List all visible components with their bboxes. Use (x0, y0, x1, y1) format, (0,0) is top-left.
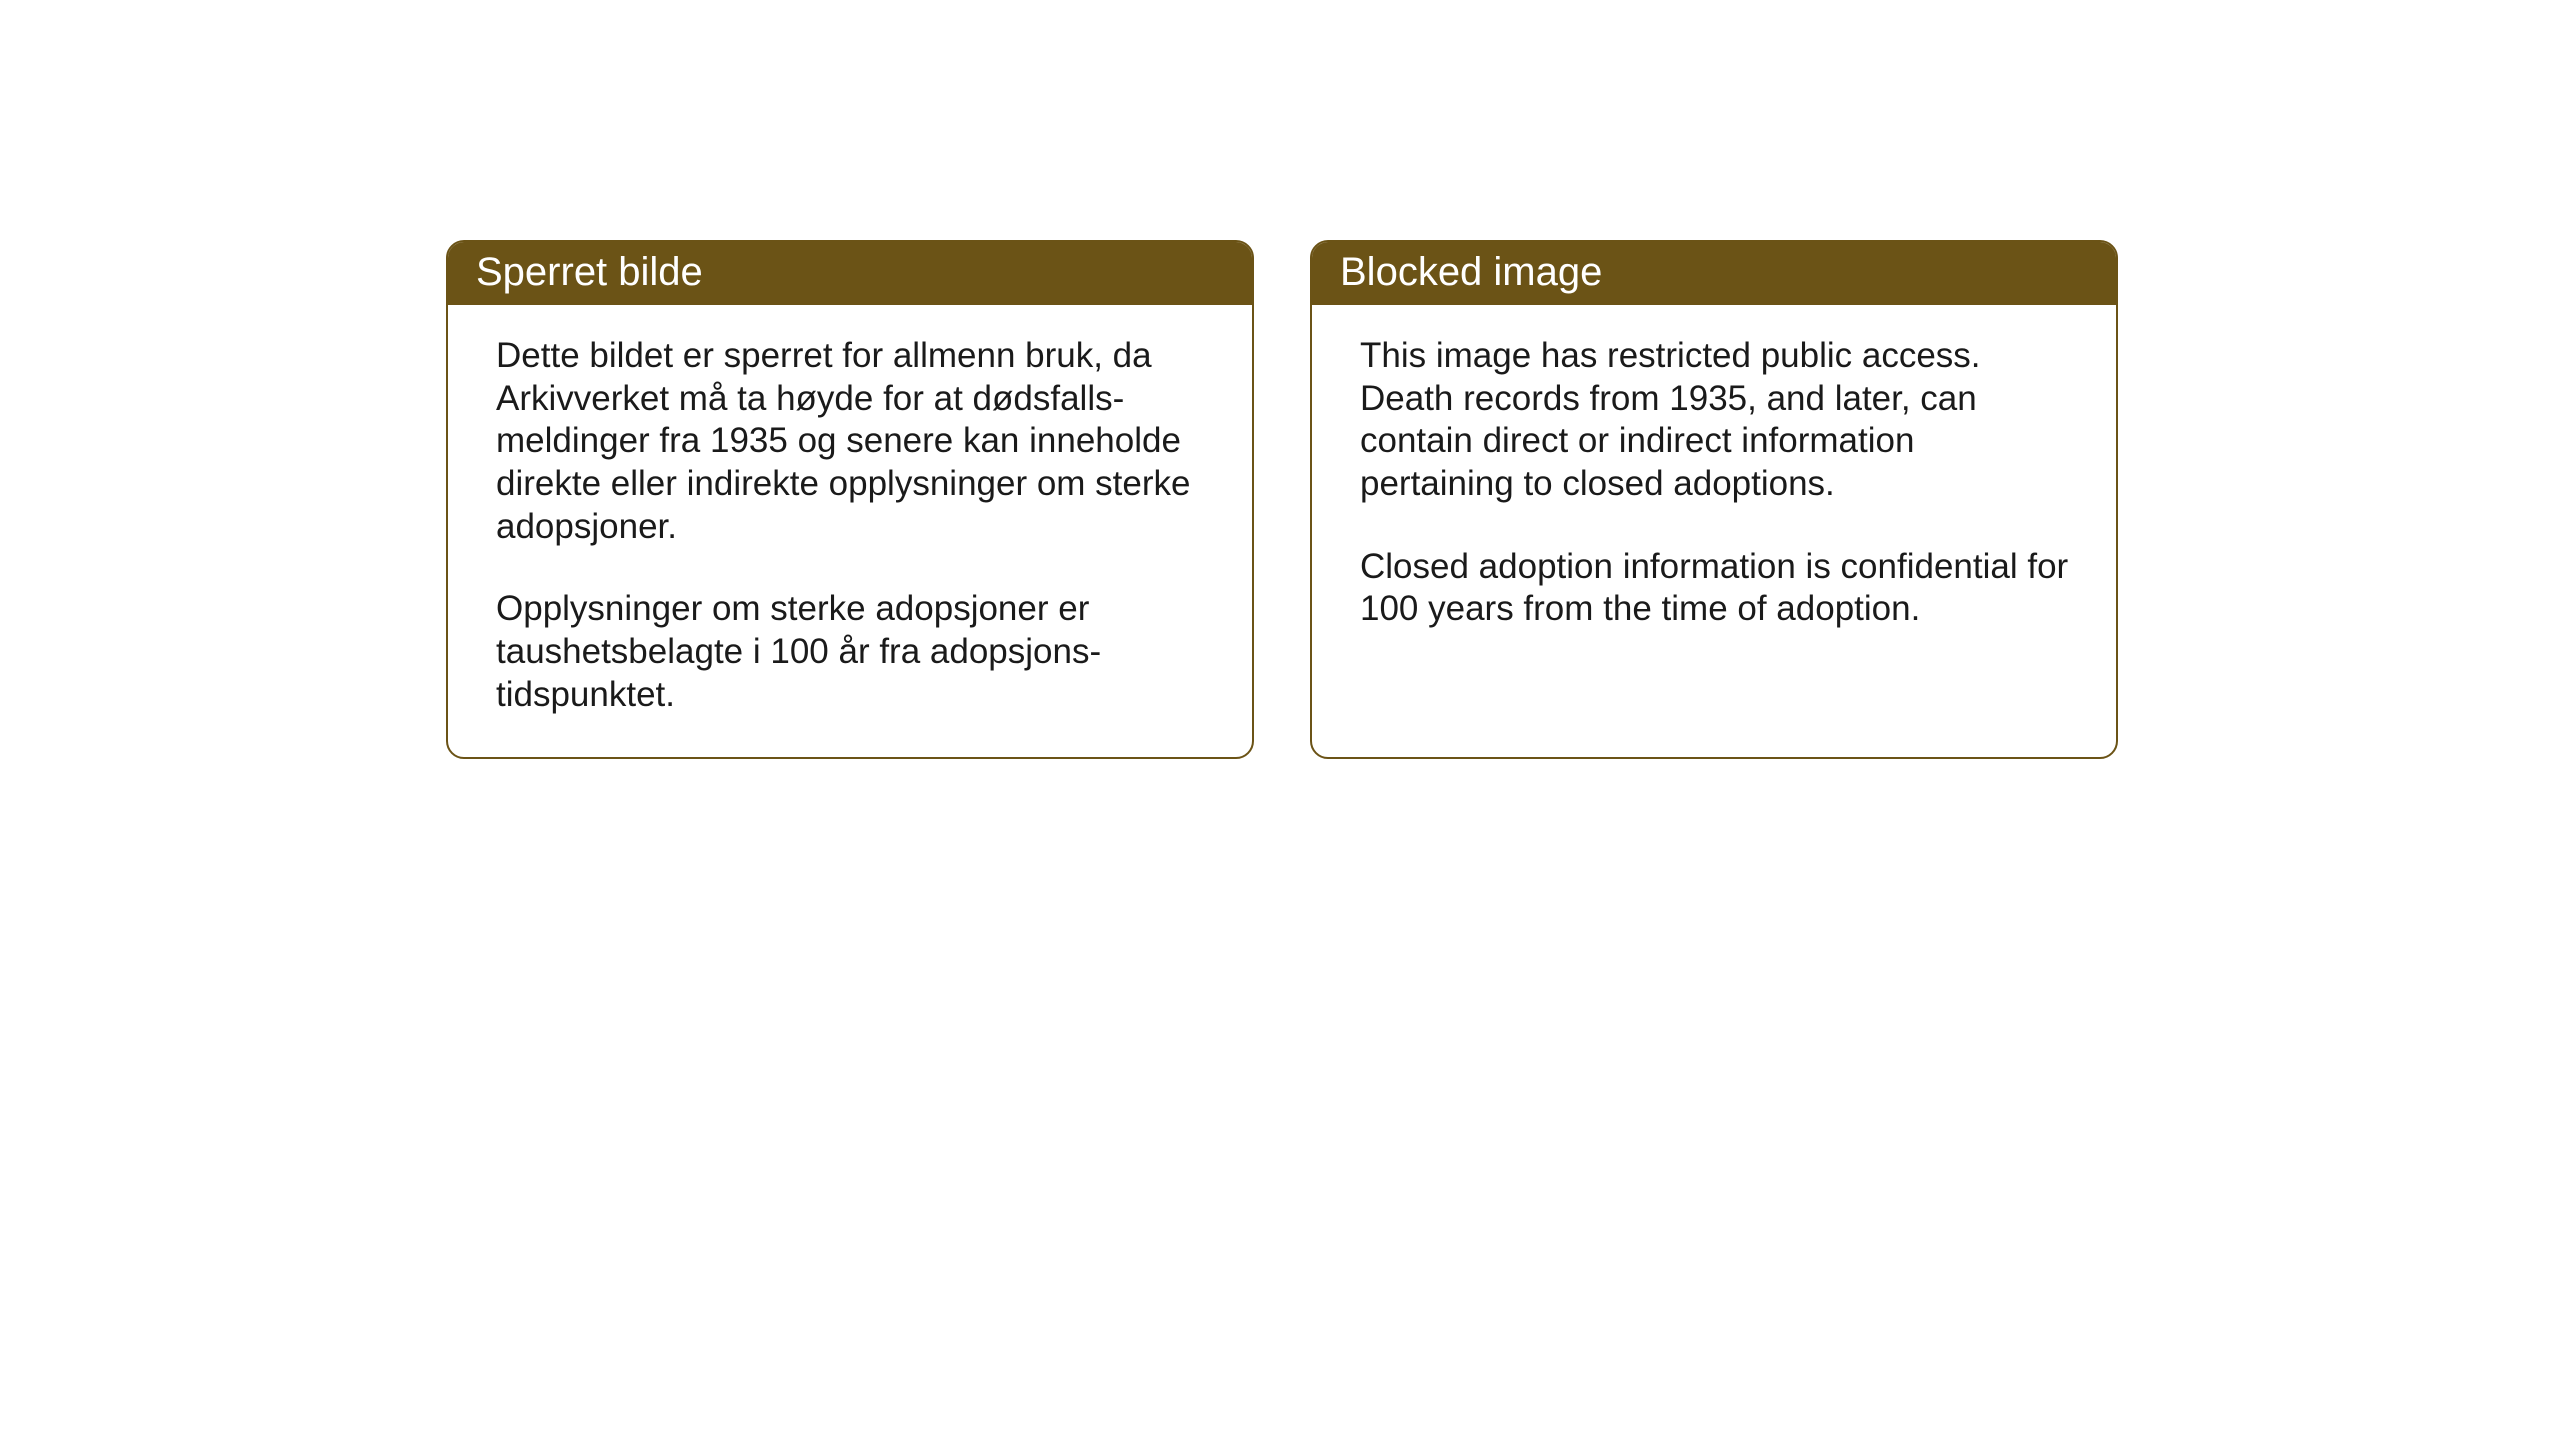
notice-header-norwegian: Sperret bilde (448, 242, 1252, 305)
notice-body-norwegian: Dette bildet er sperret for allmenn bruk… (448, 305, 1252, 757)
notice-header-english: Blocked image (1312, 242, 2116, 305)
notice-body-english: This image has restricted public access.… (1312, 305, 2116, 699)
notice-para1-english: This image has restricted public access.… (1360, 335, 2076, 506)
notice-para2-norwegian: Opplysninger om sterke adopsjoner er tau… (496, 588, 1212, 716)
notice-para2-english: Closed adoption information is confident… (1360, 546, 2076, 631)
notice-container: Sperret bilde Dette bildet er sperret fo… (446, 240, 2118, 759)
notice-para1-norwegian: Dette bildet er sperret for allmenn bruk… (496, 335, 1212, 548)
notice-box-norwegian: Sperret bilde Dette bildet er sperret fo… (446, 240, 1254, 759)
notice-box-english: Blocked image This image has restricted … (1310, 240, 2118, 759)
